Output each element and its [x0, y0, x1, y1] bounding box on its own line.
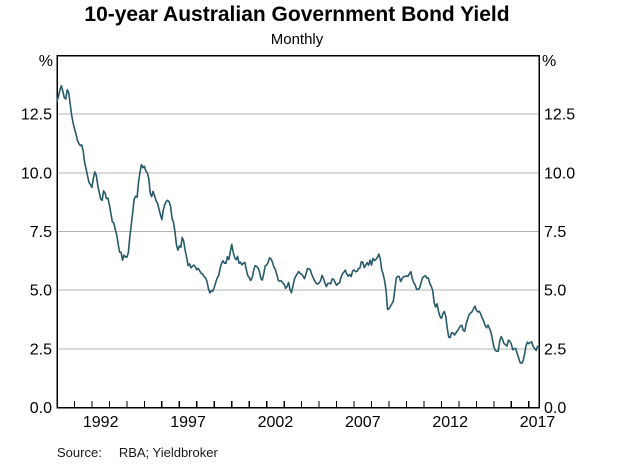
y-axis-tick-label-right: 2.5 [544, 341, 566, 358]
page-title: 10-year Australian Government Bond Yield [84, 3, 510, 26]
source-line: Source: RBA; Yieldbroker [57, 445, 218, 460]
y-axis-tick-label-right: 12.5 [544, 107, 575, 124]
y-axis-unit-right: % [542, 53, 557, 70]
y-axis-tick-label-left: 5.0 [30, 283, 52, 300]
x-axis-year-label: 1997 [170, 414, 206, 431]
x-axis-year-label: 2012 [432, 414, 468, 431]
y-axis-tick-label-left: 0.0 [30, 400, 52, 417]
y-axis-tick-label-left: 10.0 [21, 165, 52, 182]
plot-border [56, 54, 540, 409]
y-axis-tick-label-right: 5.0 [544, 283, 566, 300]
x-axis-year-label: 2017 [520, 414, 556, 431]
source-label: Source: [57, 445, 102, 460]
y-axis-tick-label-left: 12.5 [21, 107, 52, 124]
y-axis-tick-label-right: 7.5 [544, 224, 566, 241]
y-axis-tick-label-left: 2.5 [30, 341, 52, 358]
y-axis-tick-label-left: 7.5 [30, 224, 52, 241]
chart-subtitle: Monthly [270, 31, 324, 48]
y-axis-tick-label-right: 0.0 [544, 400, 566, 417]
yield-line [56, 84, 540, 365]
x-axis-year-label: 1992 [83, 414, 119, 431]
x-axis-year-label: 2007 [345, 414, 381, 431]
x-axis-year-label: 2002 [258, 414, 294, 431]
y-axis-unit-left: % [38, 53, 53, 70]
y-axis-tick-label-right: 10.0 [544, 165, 575, 182]
source-text: RBA; Yieldbroker [118, 445, 218, 460]
